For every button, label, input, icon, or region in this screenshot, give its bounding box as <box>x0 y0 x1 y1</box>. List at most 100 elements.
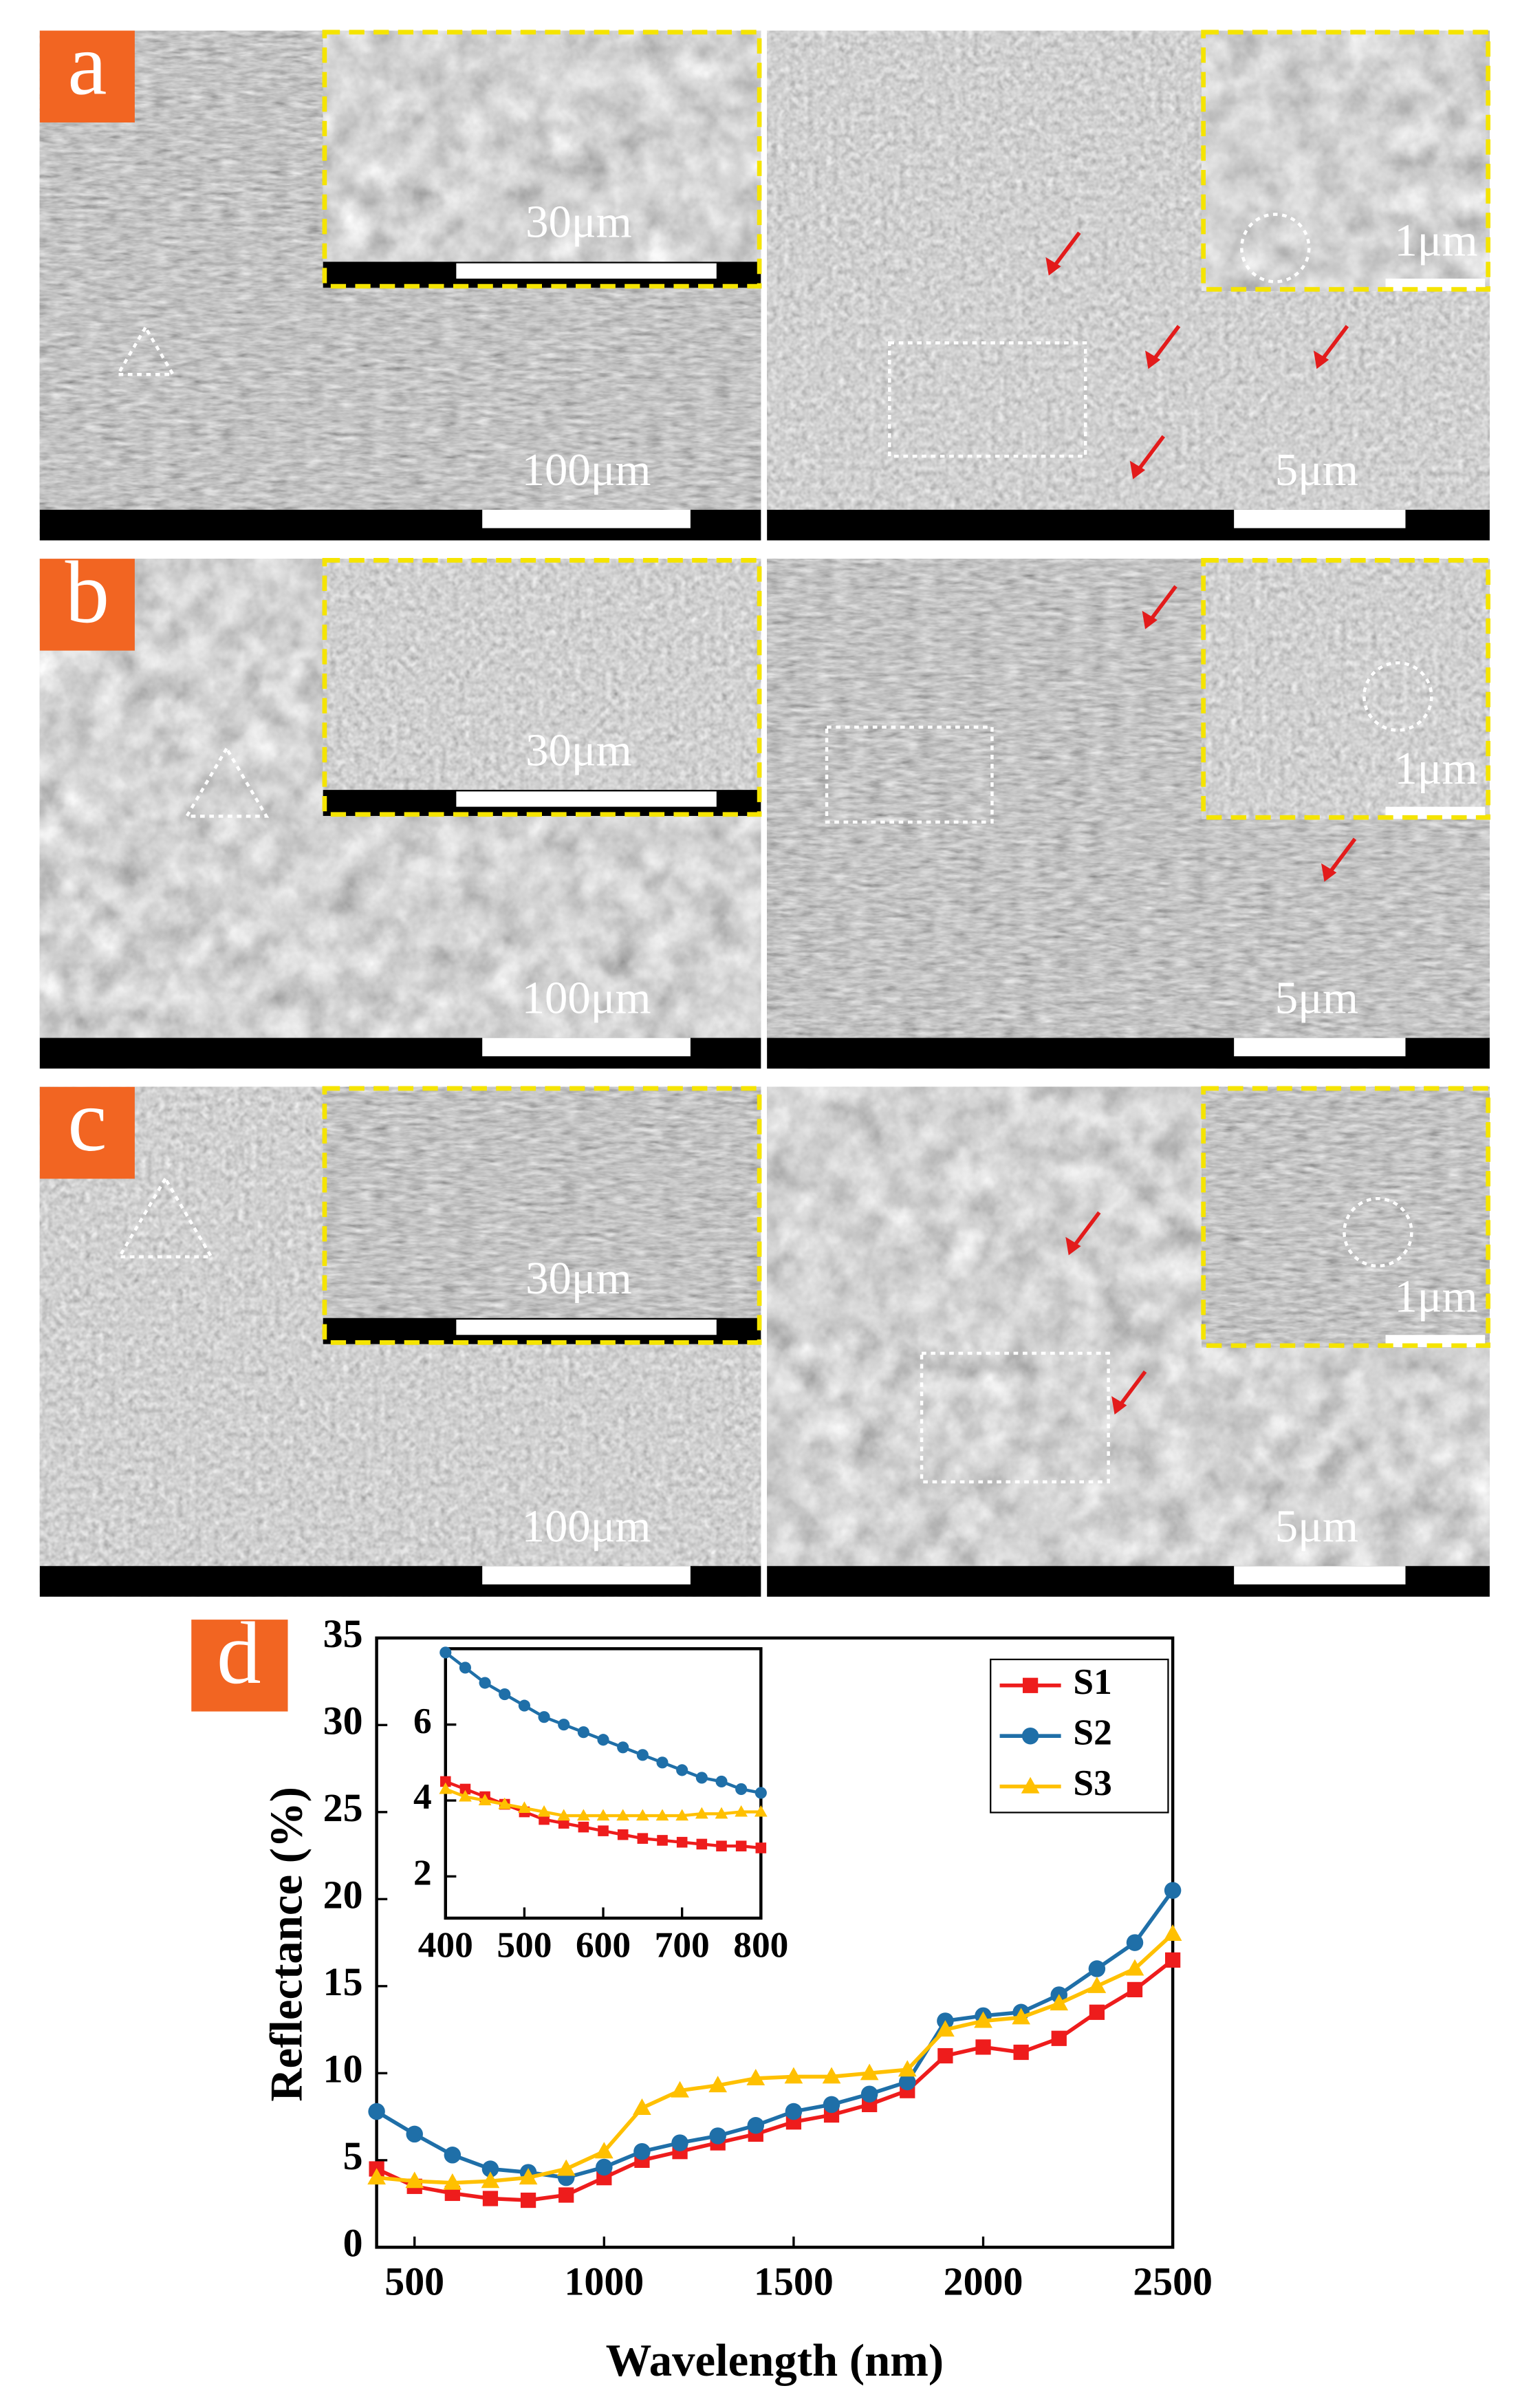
marker <box>675 1809 689 1821</box>
region-marker <box>920 1351 1110 1484</box>
scale-label: 5μm <box>1275 1501 1358 1551</box>
y-tick-label: 5 <box>343 2133 363 2178</box>
inset-border <box>322 558 762 817</box>
marker <box>482 2191 499 2206</box>
x-tick-label: 400 <box>418 1924 473 1966</box>
marker <box>577 1809 590 1821</box>
marker <box>656 1756 669 1769</box>
marker <box>655 1809 669 1821</box>
x-tick-label: 1500 <box>754 2259 834 2303</box>
scale-label: 1μm <box>1394 215 1477 266</box>
marker <box>1022 1677 1039 1693</box>
x-tick-label: 1000 <box>564 2259 644 2303</box>
marker <box>459 1662 471 1674</box>
marker <box>439 1776 451 1787</box>
arrow <box>1116 1370 1147 1410</box>
panel-label: c <box>67 1071 107 1170</box>
marker <box>597 1734 609 1746</box>
marker <box>1127 1981 1143 1998</box>
arrow-head <box>1111 1396 1127 1415</box>
marker <box>539 1814 550 1825</box>
marker <box>519 2168 538 2185</box>
marker <box>1051 2030 1067 2046</box>
marker <box>735 1840 747 1851</box>
y-tick-label: 20 <box>323 1873 363 1917</box>
panel-label-box <box>191 1620 288 1712</box>
region-marker <box>184 745 270 818</box>
marker <box>499 1688 511 1701</box>
marker <box>598 1825 609 1836</box>
y-tick-label: 35 <box>323 1611 363 1656</box>
marker <box>860 2085 878 2103</box>
scale-label: 5μm <box>1275 445 1358 495</box>
marker <box>558 1818 569 1829</box>
x-tick-label: 800 <box>733 1924 788 1966</box>
marker <box>518 1801 531 1814</box>
marker <box>696 1838 708 1850</box>
marker <box>459 1789 472 1802</box>
marker <box>1089 2004 1105 2020</box>
legend-label: S2 <box>1073 1711 1111 1752</box>
y-tick-label: 25 <box>323 1785 363 1830</box>
sem-inset <box>323 559 761 816</box>
scale-bar <box>1234 1566 1406 1584</box>
marker <box>439 1782 453 1794</box>
marker <box>617 1829 629 1840</box>
panel-label-box <box>39 1086 135 1179</box>
scale-label: 30μm <box>525 197 632 248</box>
marker <box>556 2159 576 2176</box>
marker <box>860 2063 879 2081</box>
scale-label: 5μm <box>1275 974 1358 1024</box>
marker <box>1088 1960 1106 1977</box>
arrow <box>1134 435 1165 475</box>
marker <box>637 1833 649 1844</box>
series-line <box>376 1958 1174 2202</box>
region-marker <box>825 725 994 824</box>
marker <box>596 1809 610 1821</box>
y-tick-label: 30 <box>323 1699 363 1743</box>
marker <box>459 1783 471 1795</box>
marker <box>578 1821 589 1833</box>
sem-inset <box>323 30 761 288</box>
marker <box>671 2081 689 2098</box>
marker <box>747 2117 765 2134</box>
marker <box>823 2096 840 2114</box>
marker <box>558 1719 570 1731</box>
marker <box>481 2160 499 2178</box>
marker <box>676 1764 688 1776</box>
marker <box>616 1809 630 1821</box>
scale-bar <box>456 263 717 279</box>
marker <box>657 1835 668 1846</box>
scale-bar <box>482 509 691 528</box>
arrow <box>1318 325 1349 365</box>
region-marker <box>1343 1196 1413 1268</box>
marker <box>709 2127 726 2144</box>
scale-bar <box>456 791 717 807</box>
marker <box>746 2069 766 2085</box>
scale-label: 100μm <box>522 445 651 495</box>
marker <box>1126 1934 1144 1951</box>
marker <box>557 1809 571 1821</box>
marker <box>478 1794 492 1806</box>
arrow <box>1149 325 1181 365</box>
arrow-head <box>1321 863 1337 882</box>
marker <box>1012 2008 1030 2025</box>
panel-label: b <box>65 543 110 641</box>
marker <box>898 2060 917 2077</box>
marker <box>735 1805 748 1817</box>
arrow-head <box>1129 460 1146 480</box>
marker <box>479 1677 491 1689</box>
x-tick-label: 500 <box>497 1924 552 1966</box>
region-marker <box>1240 213 1311 283</box>
arrow-head <box>1142 610 1158 630</box>
panel-label: d <box>217 1604 261 1702</box>
marker <box>974 2011 992 2028</box>
scale-bar <box>456 1319 717 1335</box>
series-line <box>376 1932 1174 2185</box>
marker <box>405 2171 424 2189</box>
scale-bar <box>482 1038 691 1057</box>
y-tick-label: 4 <box>413 1776 432 1817</box>
inset-border <box>1201 30 1491 292</box>
marker <box>558 2187 574 2203</box>
marker <box>368 2103 385 2120</box>
